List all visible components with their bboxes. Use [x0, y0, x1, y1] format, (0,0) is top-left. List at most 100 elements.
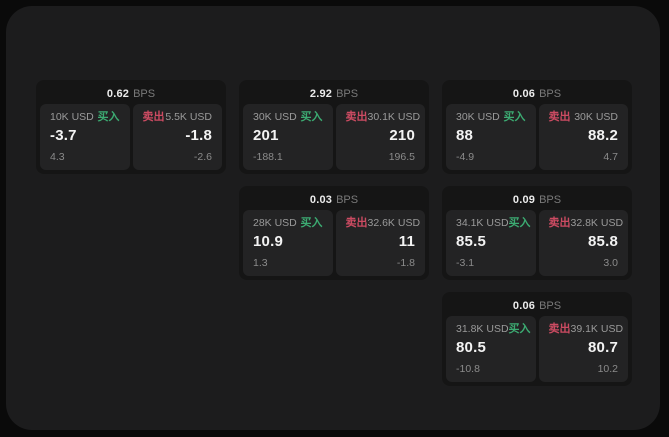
spread-unit: BPS	[133, 88, 156, 100]
buy-price: 201	[253, 127, 279, 145]
sell-delta: 196.5	[388, 151, 415, 163]
spread-unit: BPS	[539, 300, 562, 312]
buy-delta: -3.1	[456, 257, 475, 269]
buy-panel[interactable]: 10K USD 买入 -3.7 4.3	[40, 104, 130, 170]
sell-panel[interactable]: 卖出 32.8K USD 85.8 3.0	[538, 210, 628, 276]
spread-value: 0.06	[512, 88, 536, 100]
buy-panel-header: 30K USD 买入	[253, 111, 323, 124]
spread-unit: BPS	[539, 194, 562, 206]
sell-amount: 32.8K USD	[570, 217, 624, 230]
buy-panel[interactable]: 30K USD 买入 88 -4.9	[446, 104, 536, 170]
sell-panel[interactable]: 卖出 32.6K USD 11 -1.8	[335, 210, 425, 276]
sell-label: 卖出	[548, 217, 571, 229]
buy-panel-header: 31.8K USD 买入	[456, 323, 531, 336]
spread-value: 2.92	[309, 88, 333, 100]
quote-card: 0.09 BPS 34.1K USD 买入 85.5 -3.1 卖出 32.8K…	[442, 186, 632, 280]
buy-delta: 4.3	[50, 151, 65, 163]
sell-panel[interactable]: 卖出 30.1K USD 210 196.5	[335, 104, 425, 170]
sell-panel[interactable]: 卖出 39.1K USD 80.7 10.2	[538, 316, 628, 382]
buy-panel[interactable]: 28K USD 买入 10.9 1.3	[243, 210, 333, 276]
buy-panel[interactable]: 31.8K USD 买入 80.5 -10.8	[446, 316, 536, 382]
buy-delta: -4.9	[456, 151, 475, 163]
sell-amount: 5.5K USD	[165, 111, 212, 124]
spread-header: 0.62 BPS	[40, 85, 222, 103]
buy-price: 88	[456, 127, 474, 145]
sell-label: 卖出	[345, 111, 368, 123]
buy-panel-header: 28K USD 买入	[253, 217, 323, 230]
quote-body: 28K USD 买入 10.9 1.3 卖出 32.6K USD 11 -1.8	[243, 210, 425, 276]
quote-body: 30K USD 买入 88 -4.9 卖出 30K USD 88.2 4.7	[446, 104, 628, 170]
buy-price: 80.5	[456, 339, 486, 357]
quote-card: 0.06 BPS 31.8K USD 买入 80.5 -10.8 卖出 39.1…	[442, 292, 632, 386]
sell-price: 80.7	[588, 339, 618, 357]
quote-card: 2.92 BPS 30K USD 买入 201 -188.1 卖出 30.1K …	[239, 80, 429, 174]
quote-card: 0.03 BPS 28K USD 买入 10.9 1.3 卖出 32.6K US…	[239, 186, 429, 280]
buy-panel[interactable]: 34.1K USD 买入 85.5 -3.1	[446, 210, 536, 276]
spread-header: 0.06 BPS	[446, 85, 628, 103]
buy-label: 买入	[300, 217, 323, 229]
quote-body: 30K USD 买入 201 -188.1 卖出 30.1K USD 210 1…	[243, 104, 425, 170]
buy-price: -3.7	[50, 127, 77, 145]
spread-value: 0.06	[512, 300, 536, 312]
buy-label: 买入	[508, 323, 531, 335]
spread-header: 0.09 BPS	[446, 191, 628, 209]
sell-label: 卖出	[345, 217, 368, 229]
sell-label: 卖出	[142, 111, 165, 123]
sell-panel[interactable]: 卖出 30K USD 88.2 4.7	[538, 104, 628, 170]
quote-body: 31.8K USD 买入 80.5 -10.8 卖出 39.1K USD 80.…	[446, 316, 628, 382]
buy-panel-header: 30K USD 买入	[456, 111, 526, 124]
spread-value: 0.62	[106, 88, 130, 100]
spread-value: 0.03	[309, 194, 333, 206]
quote-card: 0.62 BPS 10K USD 买入 -3.7 4.3 卖出 5.5K USD…	[36, 80, 226, 174]
sell-panel-header: 卖出 5.5K USD	[143, 111, 213, 124]
spread-unit: BPS	[539, 88, 562, 100]
spread-unit: BPS	[336, 194, 359, 206]
sell-panel-header: 卖出 30K USD	[549, 111, 619, 124]
sell-amount: 32.6K USD	[367, 217, 421, 230]
buy-label: 买入	[300, 111, 323, 123]
spread-value: 0.09	[512, 194, 536, 206]
buy-price: 10.9	[253, 233, 283, 251]
buy-amount: 34.1K USD	[456, 217, 509, 230]
quote-card: 0.06 BPS 30K USD 买入 88 -4.9 卖出 30K USD 8…	[442, 80, 632, 174]
sell-delta: -2.6	[193, 151, 212, 163]
buy-label: 买入	[508, 217, 531, 229]
sell-price: 85.8	[588, 233, 618, 251]
spread-header: 0.06 BPS	[446, 297, 628, 315]
spread-header: 0.03 BPS	[243, 191, 425, 209]
sell-panel-header: 卖出 39.1K USD	[548, 323, 624, 336]
buy-price: 85.5	[456, 233, 486, 251]
sell-price: 210	[389, 127, 415, 145]
buy-amount: 31.8K USD	[456, 323, 509, 336]
buy-amount: 30K USD	[456, 111, 500, 124]
buy-delta: -188.1	[253, 151, 283, 163]
sell-price: -1.8	[185, 127, 212, 145]
buy-label: 买入	[97, 111, 120, 123]
spread-unit: BPS	[336, 88, 359, 100]
buy-panel-header: 34.1K USD 买入	[456, 217, 531, 230]
sell-label: 卖出	[548, 323, 571, 335]
sell-label: 卖出	[548, 111, 571, 123]
quote-body: 34.1K USD 买入 85.5 -3.1 卖出 32.8K USD 85.8…	[446, 210, 628, 276]
buy-amount: 30K USD	[253, 111, 297, 124]
sell-delta: 3.0	[603, 257, 618, 269]
buy-panel-header: 10K USD 买入	[50, 111, 120, 124]
buy-delta: -10.8	[456, 363, 480, 375]
sell-panel[interactable]: 卖出 5.5K USD -1.8 -2.6	[132, 104, 222, 170]
buy-amount: 10K USD	[50, 111, 94, 124]
sell-panel-header: 卖出 32.6K USD	[345, 217, 421, 230]
main-panel: 0.62 BPS 10K USD 买入 -3.7 4.3 卖出 5.5K USD…	[6, 6, 660, 430]
sell-panel-header: 卖出 32.8K USD	[548, 217, 624, 230]
sell-delta: 4.7	[603, 151, 618, 163]
cards-grid: 0.62 BPS 10K USD 买入 -3.7 4.3 卖出 5.5K USD…	[36, 80, 632, 386]
sell-delta: -1.8	[396, 257, 415, 269]
sell-amount: 39.1K USD	[570, 323, 624, 336]
quote-body: 10K USD 买入 -3.7 4.3 卖出 5.5K USD -1.8 -2.…	[40, 104, 222, 170]
spread-header: 2.92 BPS	[243, 85, 425, 103]
sell-panel-header: 卖出 30.1K USD	[345, 111, 421, 124]
sell-amount: 30.1K USD	[367, 111, 421, 124]
sell-price: 11	[398, 233, 415, 251]
sell-price: 88.2	[588, 127, 618, 145]
buy-panel[interactable]: 30K USD 买入 201 -188.1	[243, 104, 333, 170]
